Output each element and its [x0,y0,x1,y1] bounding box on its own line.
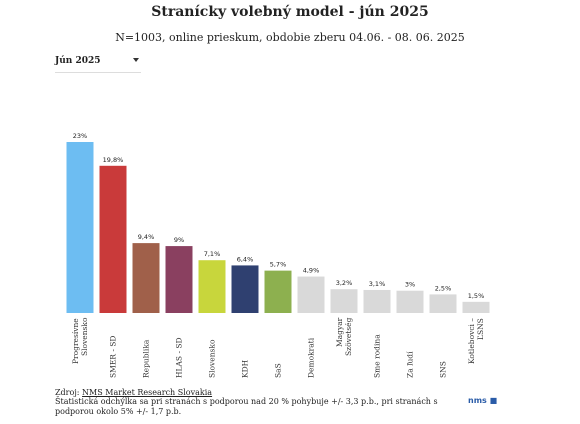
x-tick-label: Progresívne Slovensko [71,318,89,364]
x-tick-label: Republika [141,339,151,378]
dropdown-arrow [133,58,139,62]
bar [165,246,193,313]
x-tick-label: Sme rodina [372,334,382,378]
x-tick-label: Za ľudí [405,351,415,379]
x-tick-label: HLAS - SD [174,337,184,378]
value-label: 1,5% [468,292,485,300]
note: Štatistická odchýlka sa pri stranách s p… [55,397,438,416]
value-label: 9% [174,236,184,244]
x-tick-label: SNS [438,361,448,378]
bar [231,265,259,313]
logo: nms ■ [468,396,498,405]
x-tick-label: SMER - SD [108,335,118,378]
x-tick-label: Kotlebovci – ĽSNS [467,318,485,365]
value-label: 19,8% [103,156,124,164]
value-label: 5,7% [270,261,287,269]
bar [462,301,490,313]
x-tick-label: KDH [240,359,250,378]
dropdown-label: Jún 2025 [55,56,101,66]
value-label: 3,2% [336,279,353,287]
source-prefix: Zdroj: [55,388,80,397]
bar [264,270,292,313]
value-label: 9,4% [138,233,155,241]
bar [396,290,424,313]
x-tick-label: SaS [273,363,283,378]
bar [363,289,391,313]
value-label: 3% [405,281,415,289]
value-label: 7,1% [204,250,221,258]
bar [297,276,325,313]
chart-subtitle: N=1003, online prieskum, obdobie zberu 0… [115,31,465,44]
logo-text: nms [468,396,487,405]
bar [429,294,457,313]
bar [66,142,94,313]
value-label: 23% [73,132,87,140]
x-tick-label: Magyar Szövetség [335,318,353,357]
value-label: 3,1% [369,280,386,288]
period-dropdown[interactable]: Jún 2025 [55,56,141,73]
source: Zdroj: NMS Market Research Slovakia [55,388,212,397]
x-tick-label: Demokrati [306,337,316,378]
bar [198,260,226,313]
value-label: 6,4% [237,255,254,263]
value-label: 4,9% [303,267,320,275]
chart-title: Stranícky volebný model - jún 2025 [151,4,429,20]
bar [132,243,160,313]
value-label: 2,5% [435,284,452,292]
bar [99,165,127,313]
x-tick-label: Slovensko [207,339,217,378]
bar [330,289,358,313]
source-link[interactable]: NMS Market Research Slovakia [82,388,213,397]
